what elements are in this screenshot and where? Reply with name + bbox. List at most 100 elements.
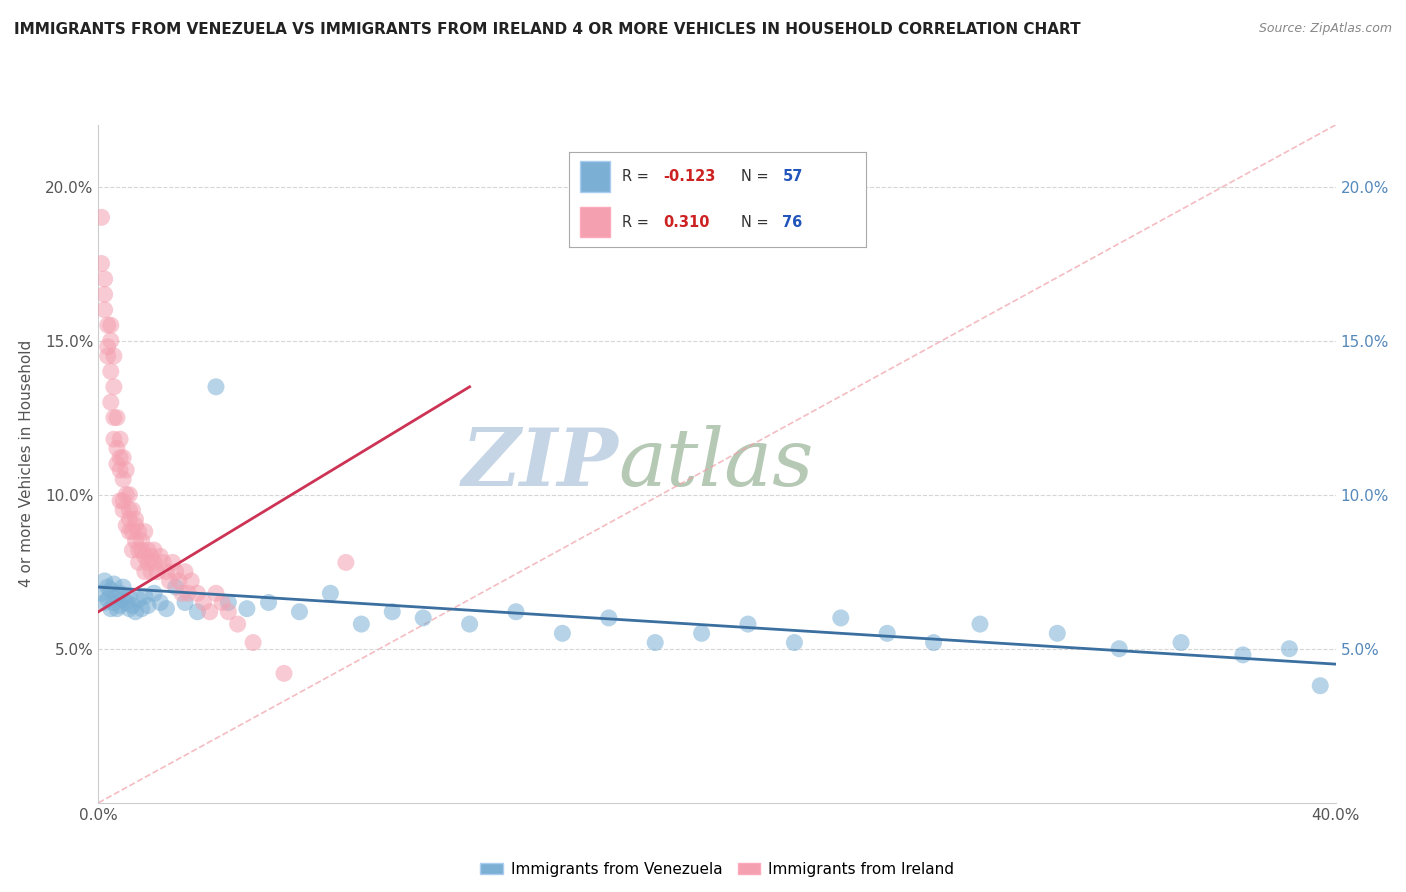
Point (236, 601, 259, 615)
Point (108, 493, 131, 508)
Point (149, 549, 172, 564)
Point (97, 592, 120, 607)
Point (136, 543, 159, 558)
Text: N =: N = (741, 169, 773, 184)
Point (205, 380, 228, 394)
Text: R =: R = (621, 215, 654, 230)
Point (90, 211, 112, 225)
Point (226, 617, 249, 632)
Point (1278, 641, 1301, 656)
Point (105, 590, 128, 604)
Point (108, 450, 131, 465)
Point (100, 601, 122, 615)
Text: -0.123: -0.123 (664, 169, 716, 184)
Point (118, 601, 141, 615)
Point (108, 463, 131, 477)
Point (131, 533, 153, 548)
Point (128, 543, 150, 558)
Point (105, 410, 128, 425)
Point (112, 503, 135, 517)
Point (186, 586, 208, 600)
Point (134, 590, 156, 604)
Point (217, 605, 239, 619)
Point (381, 605, 404, 619)
Point (198, 605, 221, 619)
Point (105, 442, 128, 456)
Point (134, 549, 156, 564)
Point (143, 556, 166, 570)
Point (174, 565, 197, 579)
Point (412, 611, 434, 625)
Point (100, 395, 122, 409)
Point (115, 518, 138, 533)
Point (118, 524, 141, 539)
Point (136, 599, 159, 613)
Point (1170, 635, 1192, 649)
Y-axis label: 4 or more Vehicles in Household: 4 or more Vehicles in Household (20, 340, 34, 588)
Point (155, 565, 177, 579)
Point (103, 577, 125, 591)
Text: ZIP: ZIP (461, 425, 619, 502)
Point (112, 472, 135, 486)
Point (103, 595, 125, 609)
Text: Source: ZipAtlas.com: Source: ZipAtlas.com (1258, 22, 1392, 36)
Point (121, 503, 143, 517)
Point (737, 617, 759, 632)
Point (139, 565, 162, 579)
Point (186, 605, 208, 619)
Point (97, 580, 120, 594)
Point (146, 565, 169, 579)
Point (1309, 679, 1331, 693)
Point (134, 565, 156, 579)
Point (505, 605, 527, 619)
Text: IMMIGRANTS FROM VENEZUELA VS IMMIGRANTS FROM IRELAND 4 OR MORE VEHICLES IN HOUSE: IMMIGRANTS FROM VENEZUELA VS IMMIGRANTS … (14, 22, 1081, 37)
Point (121, 543, 143, 558)
Point (124, 512, 146, 526)
Point (128, 556, 150, 570)
Point (121, 599, 143, 613)
Point (115, 595, 138, 609)
Point (100, 334, 122, 348)
Point (193, 595, 215, 609)
Point (159, 574, 181, 588)
Point (100, 583, 122, 598)
Point (108, 586, 131, 600)
Point (103, 410, 125, 425)
Point (128, 592, 150, 607)
Point (118, 503, 141, 517)
Point (103, 380, 125, 394)
Point (139, 549, 162, 564)
Point (124, 605, 146, 619)
Point (165, 580, 187, 594)
Point (105, 601, 128, 615)
Point (118, 590, 141, 604)
Point (121, 524, 143, 539)
Point (93, 595, 115, 609)
Point (458, 617, 481, 632)
Point (551, 626, 574, 640)
Point (830, 611, 852, 625)
Point (319, 586, 342, 600)
Point (103, 349, 125, 363)
Point (167, 574, 190, 588)
Point (644, 635, 666, 649)
Point (155, 601, 177, 615)
Text: atlas: atlas (619, 425, 814, 502)
Point (90, 256, 112, 270)
Text: 0.310: 0.310 (664, 215, 710, 230)
Point (922, 635, 945, 649)
Point (97, 318, 120, 333)
Point (93, 574, 115, 588)
Point (211, 595, 233, 609)
Point (93, 287, 115, 301)
Text: N =: N = (741, 215, 773, 230)
Point (124, 533, 146, 548)
Point (783, 635, 806, 649)
Point (143, 543, 166, 558)
Point (162, 556, 184, 570)
Point (112, 592, 135, 607)
Point (97, 349, 120, 363)
Point (1232, 648, 1254, 662)
Point (128, 524, 150, 539)
Point (118, 512, 141, 526)
